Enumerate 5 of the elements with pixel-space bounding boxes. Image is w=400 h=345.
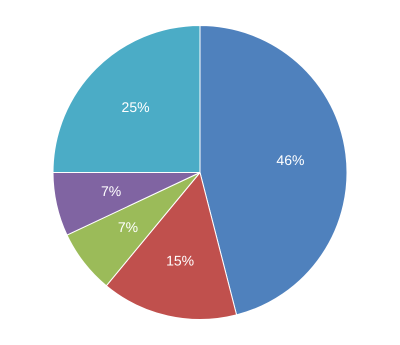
data-label: 7% — [118, 219, 138, 236]
data-label: 15% — [166, 252, 194, 268]
data-label: 46% — [276, 152, 304, 168]
data-label: 7% — [100, 183, 122, 200]
data-label: 25% — [122, 98, 150, 115]
